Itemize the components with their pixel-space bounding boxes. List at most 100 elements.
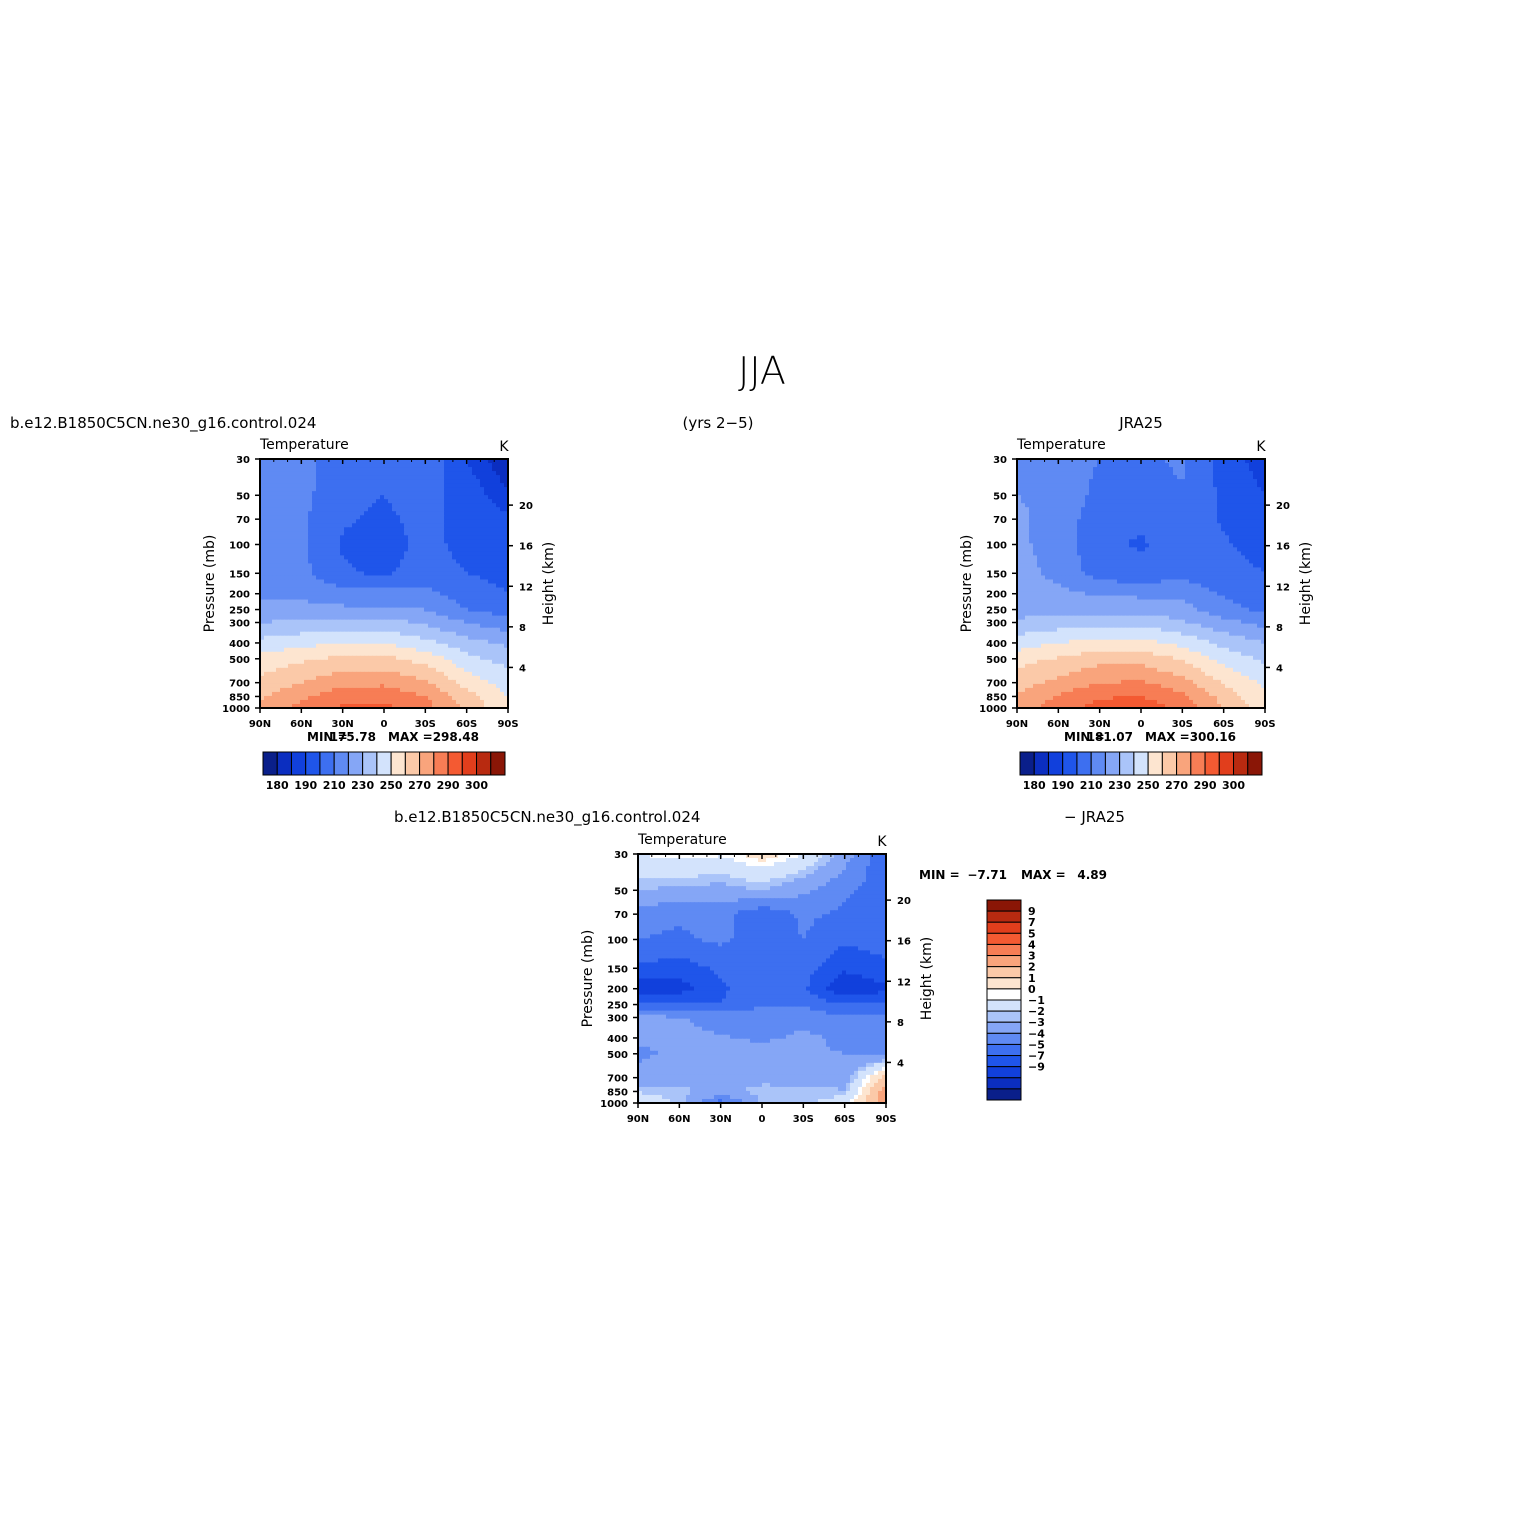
field-cell <box>1077 475 1082 480</box>
field-cell <box>320 691 325 697</box>
x-tick-label: 30N <box>332 719 354 730</box>
field-cell <box>328 623 333 629</box>
field-cell <box>344 547 349 552</box>
min-label: MIN = <box>307 730 348 744</box>
field-cell <box>1073 515 1078 520</box>
field-cell <box>464 595 469 601</box>
field-cell <box>460 539 465 544</box>
field-cell <box>300 511 305 516</box>
field-cell <box>460 671 465 677</box>
field-cell <box>1257 467 1262 472</box>
field-cell <box>484 671 489 677</box>
field-cell <box>344 479 349 484</box>
field-cell <box>324 627 329 633</box>
field-cell <box>324 695 329 701</box>
field-cell <box>388 619 393 625</box>
field-cell <box>1209 499 1214 504</box>
field-cell <box>332 507 337 512</box>
field-cell <box>472 499 477 504</box>
field-cell <box>344 695 349 701</box>
field-cell <box>1037 459 1042 464</box>
field-cell <box>1093 495 1098 500</box>
field-cell <box>504 467 509 472</box>
field-cell <box>428 559 433 565</box>
field-cell <box>496 527 501 532</box>
field-cell <box>436 643 441 649</box>
field-cell <box>504 703 509 709</box>
field-cell <box>480 519 485 524</box>
field-cell <box>1117 467 1122 472</box>
field-cell <box>368 667 373 673</box>
field-cell <box>1165 499 1170 504</box>
field-cell <box>264 551 269 556</box>
field-cell <box>1097 475 1102 480</box>
field-cell <box>456 563 461 569</box>
field-cell <box>1125 471 1130 476</box>
field-cell <box>360 699 365 705</box>
field-cell <box>1037 467 1042 472</box>
field-cell <box>496 695 501 701</box>
field-cell <box>468 615 473 621</box>
field-cell <box>444 643 449 649</box>
field-cell <box>1149 479 1154 484</box>
field-cell <box>1169 479 1174 484</box>
field-cell <box>276 631 281 637</box>
field-cell <box>428 551 433 556</box>
field-cell <box>408 543 413 548</box>
field-cell <box>1237 495 1242 500</box>
field-cell <box>384 703 389 709</box>
field-cell <box>260 599 265 605</box>
field-cell <box>304 567 309 573</box>
field-cell <box>340 679 345 685</box>
field-cell <box>460 687 465 693</box>
field-cell <box>324 583 329 589</box>
field-cell <box>392 687 397 693</box>
field-cell <box>1097 507 1102 512</box>
field-cell <box>284 531 289 536</box>
field-cell <box>1117 503 1122 508</box>
field-cell <box>500 679 505 685</box>
y-tick-label: 100 <box>229 540 250 551</box>
field-cell <box>280 631 285 637</box>
field-cell <box>372 607 377 613</box>
field-cell <box>332 651 337 657</box>
field-cell <box>412 483 417 488</box>
field-cell <box>384 531 389 536</box>
field-cell <box>1081 507 1086 512</box>
field-cell <box>500 467 505 472</box>
field-cell <box>388 679 393 685</box>
field-cell <box>1213 475 1218 480</box>
field-cell <box>1221 467 1226 472</box>
field-cell <box>264 563 269 569</box>
field-cell <box>1121 503 1126 508</box>
field-cell <box>1209 515 1214 520</box>
field-cell <box>1121 471 1126 476</box>
field-cell <box>456 663 461 669</box>
field-cell <box>1049 507 1054 512</box>
field-cell <box>352 655 357 661</box>
field-cell <box>328 635 333 641</box>
field-cell <box>1153 459 1158 464</box>
field-cell <box>268 515 273 520</box>
field-cell <box>284 599 289 605</box>
field-cell <box>436 615 441 621</box>
field-cell <box>396 567 401 573</box>
field-cell <box>452 539 457 544</box>
field-cell <box>268 535 273 540</box>
field-cell <box>296 671 301 677</box>
field-cell <box>420 467 425 472</box>
field-cell <box>456 503 461 508</box>
field-cell <box>500 691 505 697</box>
field-cell <box>1189 487 1194 492</box>
field-cell <box>396 667 401 673</box>
field-cell <box>452 459 457 464</box>
field-cell <box>468 511 473 516</box>
field-cell <box>420 607 425 613</box>
field-cell <box>1149 523 1154 528</box>
field-cell <box>400 591 405 597</box>
field-cells <box>1017 459 1266 709</box>
field-cell <box>260 551 265 556</box>
field-cell <box>1137 459 1142 464</box>
field-cell <box>380 603 385 609</box>
